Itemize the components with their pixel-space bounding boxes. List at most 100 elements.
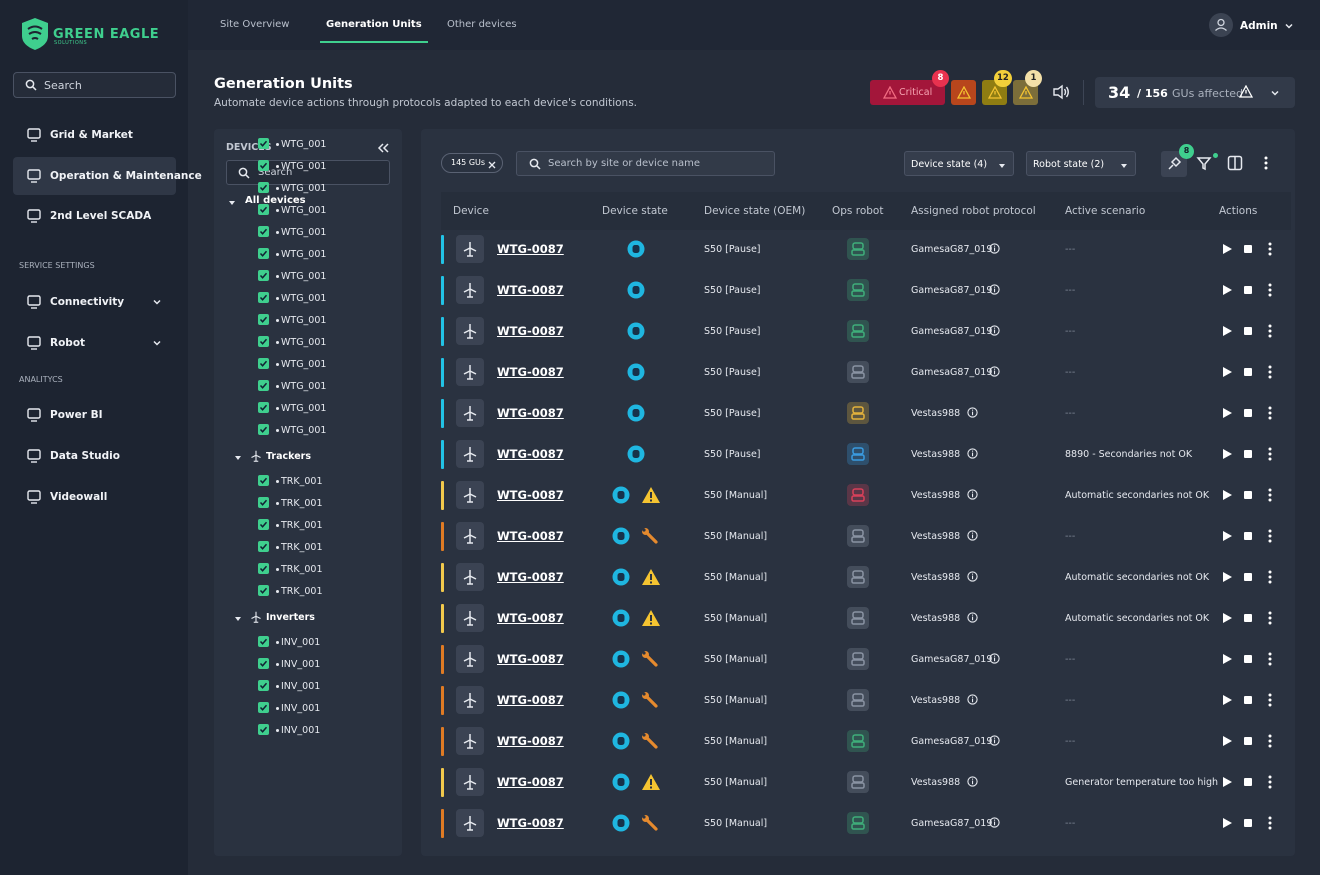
tree-item[interactable]: WTG_001 [258, 312, 388, 328]
row-menu[interactable] [1267, 734, 1273, 751]
row-menu[interactable] [1267, 242, 1273, 259]
stop-button[interactable] [1242, 612, 1254, 627]
tree-item[interactable]: WTG_001 [258, 356, 388, 372]
stop-button[interactable] [1242, 530, 1254, 545]
device-link[interactable]: WTG-0087 [497, 244, 564, 256]
tree-item[interactable]: WTG_001 [258, 180, 388, 196]
nav-item[interactable]: Data Studio [13, 437, 176, 475]
stop-button[interactable] [1242, 694, 1254, 709]
play-button[interactable] [1221, 776, 1233, 791]
columns-button[interactable] [1227, 155, 1243, 174]
tab[interactable]: Generation Units [326, 0, 422, 50]
row-menu[interactable] [1267, 693, 1273, 710]
stop-button[interactable] [1242, 776, 1254, 791]
nav-item[interactable]: Connectivity [13, 283, 176, 321]
tree-item[interactable]: WTG_001 [258, 224, 388, 240]
tree-item[interactable]: INV_001 [258, 722, 388, 738]
row-menu[interactable] [1267, 529, 1273, 546]
tree-item[interactable]: WTG_001 [258, 290, 388, 306]
row-menu[interactable] [1267, 775, 1273, 792]
device-link[interactable]: WTG-0087 [497, 695, 564, 707]
tree-item[interactable]: WTG_001 [258, 400, 388, 416]
tree-item[interactable]: TRK_001 [258, 495, 388, 511]
tab[interactable]: Site Overview [220, 0, 289, 50]
device-link[interactable]: WTG-0087 [497, 613, 564, 625]
tree-item[interactable]: TRK_001 [258, 583, 388, 599]
tree-item[interactable]: TRK_001 [258, 561, 388, 577]
device-link[interactable]: WTG-0087 [497, 818, 564, 830]
play-button[interactable] [1221, 407, 1233, 422]
stop-button[interactable] [1242, 325, 1254, 340]
tree-item[interactable]: WTG_001 [258, 158, 388, 174]
play-button[interactable] [1221, 489, 1233, 504]
tree-item[interactable]: TRK_001 [258, 473, 388, 489]
user-menu[interactable]: Admin [1209, 13, 1309, 39]
device-link[interactable]: WTG-0087 [497, 408, 564, 420]
play-button[interactable] [1221, 284, 1233, 299]
row-menu[interactable] [1267, 406, 1273, 423]
play-button[interactable] [1221, 612, 1233, 627]
tree-item[interactable]: INV_001 [258, 700, 388, 716]
nav-item[interactable]: Grid & Market [13, 116, 176, 154]
alert-button[interactable] [951, 80, 976, 105]
nav-item[interactable]: Operation & Maintenance [13, 157, 176, 195]
nav-item[interactable]: Videowall [13, 478, 176, 516]
row-menu[interactable] [1267, 611, 1273, 628]
stop-button[interactable] [1242, 284, 1254, 299]
search-box[interactable]: Search [13, 72, 176, 98]
play-button[interactable] [1221, 571, 1233, 586]
nav-item[interactable]: Robot [13, 324, 176, 362]
tree-group[interactable]: Trackers [226, 446, 390, 466]
row-menu[interactable] [1267, 447, 1273, 464]
stop-button[interactable] [1242, 653, 1254, 668]
play-button[interactable] [1221, 366, 1233, 381]
device-link[interactable]: WTG-0087 [497, 777, 564, 789]
tree-item[interactable]: INV_001 [258, 678, 388, 694]
table-search[interactable]: Search by site or device name [516, 151, 775, 176]
stop-button[interactable] [1242, 407, 1254, 422]
nav-item[interactable]: 2nd Level SCADA [13, 197, 176, 235]
row-menu[interactable] [1267, 488, 1273, 505]
device-link[interactable]: WTG-0087 [497, 449, 564, 461]
play-button[interactable] [1221, 735, 1233, 750]
device-link[interactable]: WTG-0087 [497, 572, 564, 584]
tree-item[interactable]: TRK_001 [258, 517, 388, 533]
tree-item[interactable]: INV_001 [258, 634, 388, 650]
chip-remove[interactable] [488, 159, 496, 172]
tab[interactable]: Other devices [447, 0, 517, 50]
play-button[interactable] [1221, 653, 1233, 668]
sound-button[interactable] [1052, 84, 1070, 103]
row-menu[interactable] [1267, 283, 1273, 300]
row-menu[interactable] [1267, 570, 1273, 587]
device-link[interactable]: WTG-0087 [497, 490, 564, 502]
summary[interactable]: 34/ 156GUs affected [1095, 77, 1295, 108]
device-link[interactable]: WTG-0087 [497, 285, 564, 297]
tree-item[interactable]: WTG_001 [258, 246, 388, 262]
stop-button[interactable] [1242, 817, 1254, 832]
filter-dropdown[interactable]: Robot state (2) [1026, 151, 1136, 176]
nav-item[interactable]: Power BI [13, 396, 176, 434]
device-link[interactable]: WTG-0087 [497, 326, 564, 338]
play-button[interactable] [1221, 325, 1233, 340]
device-link[interactable]: WTG-0087 [497, 654, 564, 666]
row-menu[interactable] [1267, 652, 1273, 669]
play-button[interactable] [1221, 448, 1233, 463]
filter-dropdown[interactable]: Device state (4) [904, 151, 1014, 176]
tree-item[interactable]: INV_001 [258, 656, 388, 672]
tree-item[interactable]: WTG_001 [258, 136, 388, 152]
more-button[interactable] [1263, 156, 1269, 173]
device-link[interactable]: WTG-0087 [497, 531, 564, 543]
tree-item[interactable]: WTG_001 [258, 202, 388, 218]
filter-chip[interactable]: 145 GUs [441, 153, 503, 173]
stop-button[interactable] [1242, 735, 1254, 750]
row-menu[interactable] [1267, 816, 1273, 833]
stop-button[interactable] [1242, 571, 1254, 586]
stop-button[interactable] [1242, 366, 1254, 381]
stop-button[interactable] [1242, 448, 1254, 463]
row-menu[interactable] [1267, 365, 1273, 382]
tree-item[interactable]: WTG_001 [258, 129, 388, 130]
device-link[interactable]: WTG-0087 [497, 367, 564, 379]
play-button[interactable] [1221, 530, 1233, 545]
tree-item[interactable]: WTG_001 [258, 422, 388, 438]
tree-item[interactable]: TRK_001 [258, 539, 388, 555]
